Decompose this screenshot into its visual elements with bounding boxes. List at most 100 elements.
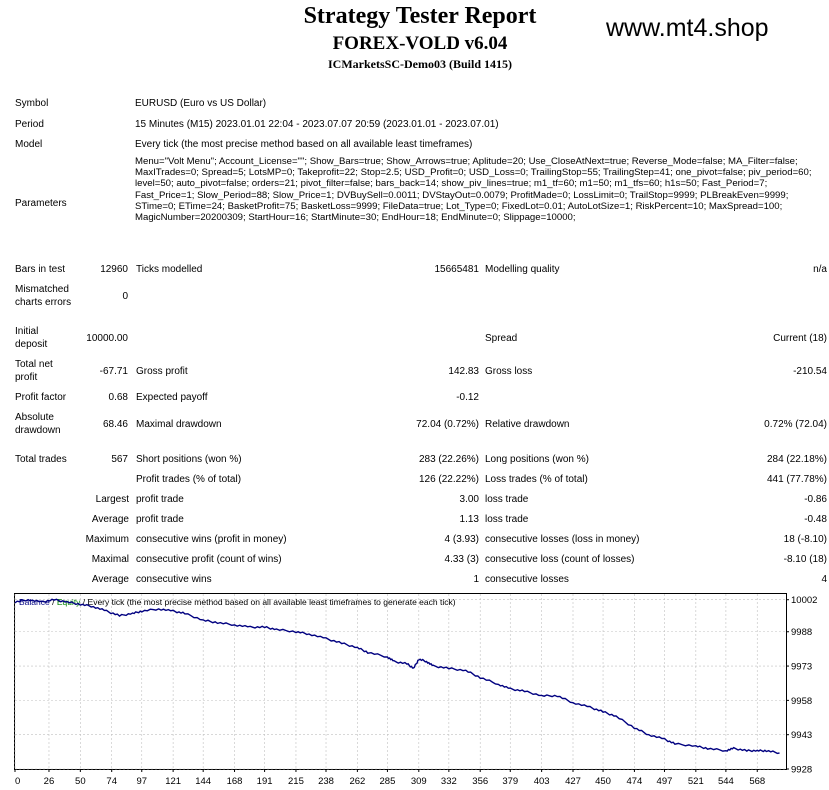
maxdd-value: 72.04 (0.72%) bbox=[416, 419, 479, 430]
maximal-label: Maximal bbox=[91, 554, 129, 565]
absdd-label: Absolute drawdown bbox=[15, 412, 61, 436]
grossprofit-value: 142.83 bbox=[448, 366, 479, 377]
netprofit-label: Total net profit bbox=[15, 359, 53, 383]
x-tick-label: 168 bbox=[227, 776, 243, 787]
avg-losses-value: 4 bbox=[821, 574, 827, 585]
maximal-loss-value: -8.10 (18) bbox=[783, 554, 827, 565]
reldd-value: 0.72% (72.04) bbox=[764, 419, 827, 430]
average-label: Average bbox=[91, 514, 129, 525]
pf-label: Profit factor bbox=[15, 392, 67, 403]
x-tick-label: 332 bbox=[441, 776, 457, 787]
max-losses-value: 18 (-8.10) bbox=[783, 534, 827, 545]
symbol-label: Symbol bbox=[15, 98, 49, 109]
y-tick-label: 9958 bbox=[791, 696, 812, 707]
grossloss-label: Gross loss bbox=[485, 366, 533, 377]
max-losses-label: consecutive losses (loss in money) bbox=[485, 534, 640, 545]
long-label: Long positions (won %) bbox=[485, 454, 589, 465]
x-tick-label: 356 bbox=[472, 776, 488, 787]
y-tick-label: 10002 bbox=[791, 595, 817, 606]
maximal-profit-value: 4.33 (3) bbox=[444, 554, 479, 565]
report-title: Strategy Tester Report bbox=[303, 3, 537, 29]
x-tick-label: 215 bbox=[288, 776, 304, 787]
avg-wins-value: 1 bbox=[473, 574, 479, 585]
x-tick-label: 191 bbox=[257, 776, 273, 787]
period-label: Period bbox=[15, 119, 44, 130]
x-tick-label: 403 bbox=[534, 776, 550, 787]
ticks-value: 15665481 bbox=[434, 264, 480, 275]
grossprofit-label: Gross profit bbox=[136, 366, 188, 377]
largest-profit-value: 3.00 bbox=[459, 494, 479, 505]
parameters-value: Menu="Volt Menu"; Account_License=""; Sh… bbox=[135, 156, 812, 224]
bars-label: Bars in test bbox=[15, 264, 66, 275]
long-value: 284 (22.18%) bbox=[766, 454, 827, 465]
maximum-label: Maximum bbox=[85, 534, 129, 545]
y-tick-label: 9928 bbox=[791, 765, 812, 776]
expected-label: Expected payoff bbox=[136, 392, 208, 403]
quality-value: n/a bbox=[813, 264, 827, 275]
largest-label: Largest bbox=[95, 494, 129, 505]
symbol-value: EURUSD (Euro vs US Dollar) bbox=[135, 98, 267, 109]
deposit-label: Initial deposit bbox=[15, 326, 48, 350]
losstrades-value: 441 (77.78%) bbox=[766, 474, 827, 485]
average-loss-value: -0.48 bbox=[804, 514, 827, 525]
maxdd-label: Maximal drawdown bbox=[136, 419, 222, 430]
losstrades-label: Loss trades (% of total) bbox=[485, 474, 588, 485]
x-tick-label: 144 bbox=[195, 776, 211, 787]
profittrades-value: 126 (22.22%) bbox=[418, 474, 479, 485]
x-tick-label: 474 bbox=[626, 776, 642, 787]
x-tick-label: 379 bbox=[502, 776, 518, 787]
short-value: 283 (22.26%) bbox=[418, 454, 479, 465]
x-tick-label: 309 bbox=[411, 776, 427, 787]
x-tick-label: 497 bbox=[657, 776, 673, 787]
ea-name: FOREX-VOLD v6.04 bbox=[332, 33, 508, 54]
spread-label: Spread bbox=[485, 333, 518, 344]
balance-chart: Balance / Equity / Every tick (the most … bbox=[14, 593, 817, 787]
parameters-label: Parameters bbox=[15, 198, 67, 209]
average-profit-value: 1.13 bbox=[459, 514, 479, 525]
x-tick-label: 50 bbox=[75, 776, 86, 787]
largest-profit-label: profit trade bbox=[136, 494, 184, 505]
server-info: ICMarketsSC-Demo03 (Build 1415) bbox=[328, 57, 512, 71]
x-tick-label: 0 bbox=[15, 776, 20, 787]
model-label: Model bbox=[15, 139, 43, 150]
legend-separator: / bbox=[50, 597, 57, 607]
max-wins-label: consecutive wins (profit in money) bbox=[136, 534, 287, 545]
avg-wins-label: consecutive wins bbox=[136, 574, 212, 585]
max-wins-value: 4 (3.93) bbox=[444, 534, 479, 545]
horizontal-gridlines bbox=[15, 599, 786, 770]
x-tick-label: 262 bbox=[349, 776, 365, 787]
mismatch-label: Mismatched charts errors bbox=[15, 284, 72, 308]
x-tick-label: 97 bbox=[136, 776, 147, 787]
chart-frame bbox=[14, 593, 787, 770]
x-tick-label: 74 bbox=[106, 776, 117, 787]
largest-loss-label: loss trade bbox=[485, 494, 529, 505]
x-axis-ticks: 0 26 50 74 97 121 144 168 191 215 238 262 285 309 332 3… bbox=[14, 769, 765, 787]
period-value: 15 Minutes (M15) 2023.01.01 22:04 - 2023… bbox=[135, 119, 499, 130]
spread-value: Current (18) bbox=[773, 333, 827, 344]
avg2-label: Average bbox=[91, 574, 129, 585]
legend-description: / Every tick (the most precise method ba… bbox=[80, 597, 455, 607]
absdd-value: 68.46 bbox=[102, 419, 128, 430]
x-tick-label: 121 bbox=[165, 776, 181, 787]
netprofit-value: -67.71 bbox=[99, 366, 128, 377]
model-value: Every tick (the most precise method base… bbox=[135, 139, 473, 150]
largest-loss-value: -0.86 bbox=[804, 494, 827, 505]
bars-value: 12960 bbox=[100, 264, 128, 275]
vertical-gridlines bbox=[14, 594, 758, 769]
profittrades-label: Profit trades (% of total) bbox=[136, 474, 242, 485]
maximal-profit-label: consecutive profit (count of wins) bbox=[136, 554, 282, 565]
pf-value: 0.68 bbox=[108, 392, 128, 403]
grossloss-value: -210.54 bbox=[793, 366, 827, 377]
expected-value: -0.12 bbox=[456, 392, 479, 403]
short-label: Short positions (won %) bbox=[136, 454, 242, 465]
y-tick-label: 9943 bbox=[791, 730, 812, 741]
avg-losses-label: consecutive losses bbox=[485, 574, 569, 585]
x-tick-label: 26 bbox=[44, 776, 55, 787]
x-tick-label: 238 bbox=[318, 776, 334, 787]
x-tick-label: 450 bbox=[595, 776, 611, 787]
x-tick-label: 285 bbox=[380, 776, 396, 787]
y-tick-label: 9973 bbox=[791, 662, 812, 673]
trades-label: Total trades bbox=[15, 454, 67, 465]
y-axis-ticks: 10002 9988 9973 9958 9943 9928 bbox=[786, 595, 817, 776]
reldd-label: Relative drawdown bbox=[485, 419, 570, 430]
